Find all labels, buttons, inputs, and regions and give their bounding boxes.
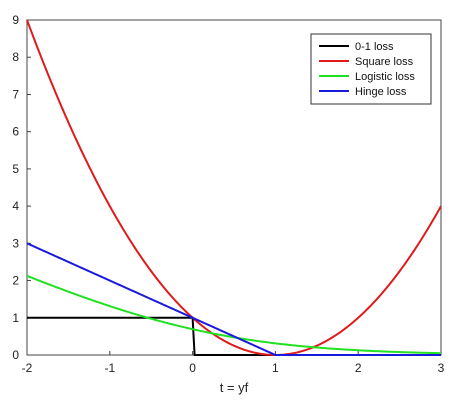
- x-tick-label: -2: [22, 361, 33, 375]
- y-tick-label: 0: [12, 348, 19, 362]
- axis-ticks: -2 -1 0 1 2 3 0 1 2 3 4 5 6 7 8 9: [12, 13, 444, 375]
- y-tick-label: 3: [12, 236, 19, 250]
- y-tick-label: 6: [12, 125, 19, 139]
- legend-label: Logistic loss: [355, 71, 415, 83]
- x-axis-label: t = yf: [220, 380, 249, 395]
- series-line-square-loss: [26, 19, 442, 357]
- series-line-hinge-loss: [26, 242, 441, 356]
- x-tick-label: 3: [438, 361, 445, 375]
- legend-label: Hinge loss: [355, 86, 407, 98]
- legend-label: 0-1 loss: [355, 41, 394, 53]
- series-lines: [26, 19, 442, 357]
- legend-label: Square loss: [355, 56, 414, 68]
- y-tick-label: 5: [12, 162, 19, 176]
- x-tick-label: 2: [355, 361, 362, 375]
- legend: 0-1 loss Square loss Logistic loss Hinge lo…: [310, 33, 432, 105]
- x-tick-label: 1: [272, 361, 279, 375]
- y-tick-label: 8: [12, 50, 19, 64]
- y-tick-label: 9: [12, 13, 19, 27]
- y-tick-label: 7: [12, 87, 19, 101]
- x-tick-label: 0: [189, 361, 196, 375]
- y-tick-label: 1: [12, 311, 19, 325]
- x-tick-label: -1: [104, 361, 115, 375]
- y-tick-label: 4: [12, 199, 19, 213]
- y-tick-label: 2: [12, 274, 19, 288]
